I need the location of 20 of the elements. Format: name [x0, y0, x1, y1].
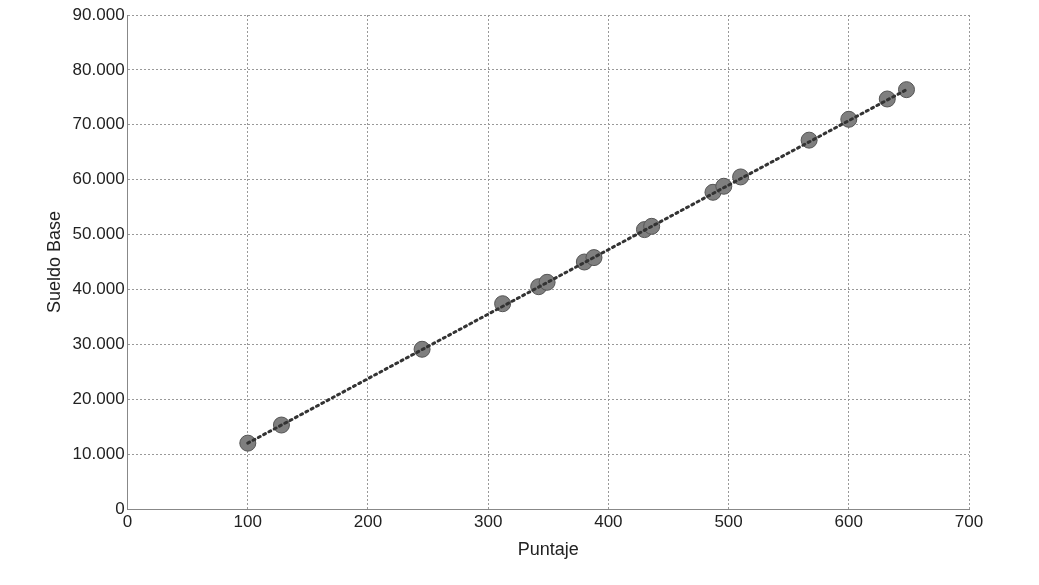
y-tick-label: 70.000	[72, 114, 125, 134]
y-tick-label: 80.000	[72, 59, 125, 79]
y-tick-label: 50.000	[72, 224, 125, 244]
x-tick-label: 700	[954, 511, 984, 531]
y-tick-label: 60.000	[72, 169, 125, 189]
x-tick-label: 400	[594, 511, 623, 531]
y-axis-title: Sueldo Base	[43, 210, 64, 314]
y-tick-label: 10.000	[72, 443, 125, 463]
x-tick-label: 100	[233, 511, 262, 531]
x-tick-label: 500	[714, 511, 743, 531]
point	[898, 81, 915, 99]
x-tick-label: 300	[474, 511, 503, 531]
y-tick-label: 30.000	[72, 334, 125, 354]
y-tick-label: 90.000	[72, 4, 125, 24]
x-tick-label: 200	[353, 511, 383, 531]
y-tick-label: 20.000	[72, 388, 125, 408]
y-tick-label: 0	[115, 498, 125, 518]
y-tick-label: 40.000	[72, 279, 125, 299]
x-tick-label: 600	[834, 511, 863, 531]
x-axis-title: Puntaje	[517, 539, 579, 560]
